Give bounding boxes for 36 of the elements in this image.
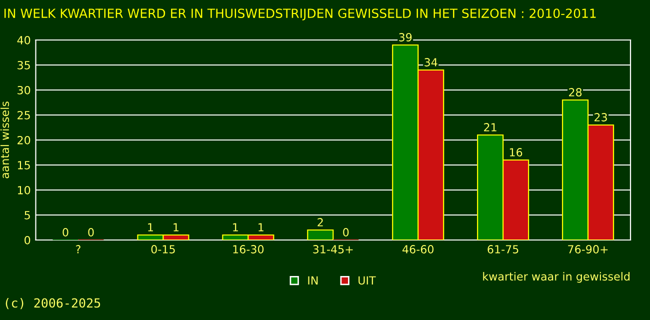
x-tick-label: 0-15 bbox=[151, 245, 175, 254]
data-label: 34 bbox=[424, 58, 438, 66]
data-label: 39 bbox=[399, 33, 412, 42]
y-tick-label: 25 bbox=[18, 110, 30, 120]
y-axis-title: aantal wissels bbox=[0, 102, 10, 178]
data-label: 28 bbox=[569, 88, 582, 96]
x-tick-label: 61-75 bbox=[488, 245, 518, 254]
data-label: 1 bbox=[174, 223, 178, 232]
data-label: 0 bbox=[343, 228, 349, 236]
data-label: 2 bbox=[318, 218, 323, 226]
x-tick-label: 76-90+ bbox=[568, 245, 608, 254]
data-label: 16 bbox=[510, 148, 522, 156]
y-tick-label: 5 bbox=[24, 211, 30, 220]
y-tick-label: 10 bbox=[18, 186, 30, 194]
x-tick-label: 46-60 bbox=[402, 245, 434, 254]
data-label: 21 bbox=[484, 123, 496, 132]
text: (c) 2006-2025 bbox=[6, 298, 100, 310]
x-axis-title: kwartier waar in gewisseld bbox=[483, 272, 630, 283]
data-label: 23 bbox=[594, 113, 607, 122]
data-label: 0 bbox=[62, 228, 68, 236]
x-tick-label: 16-30 bbox=[233, 245, 264, 254]
chart-title: IN WELK KWARTIER WERD ER IN THUISWEDSTRIJDEN GEWISSELD IN HET SEIZOEN : 2010-2011 bbox=[4, 8, 596, 20]
y-tick-label: 35 bbox=[18, 60, 30, 70]
data-label: 1 bbox=[233, 223, 238, 232]
y-tick-label: 40 bbox=[17, 36, 30, 44]
y-tick-label: 0 bbox=[24, 236, 30, 244]
legend-label: IN bbox=[308, 276, 318, 284]
data-label: 1 bbox=[148, 223, 153, 232]
y-tick-label: 20 bbox=[18, 136, 30, 144]
legend-label: UIT bbox=[358, 276, 376, 285]
data-label: 1 bbox=[258, 223, 264, 232]
x-tick-label: 31-45+ bbox=[313, 245, 353, 254]
y-tick-label: 15 bbox=[18, 161, 30, 170]
x-tick-label: ? bbox=[76, 245, 80, 254]
y-tick-label: 30 bbox=[18, 86, 30, 94]
data-label: 0 bbox=[88, 228, 94, 236]
